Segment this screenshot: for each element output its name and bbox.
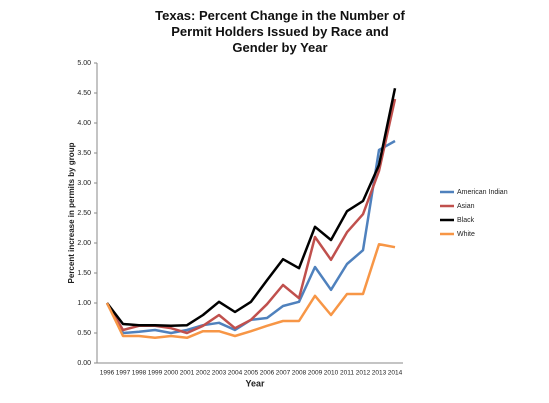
x-tick-label: 2009 xyxy=(308,370,323,377)
x-tick-label: 1998 xyxy=(132,370,147,377)
x-tick-label: 1997 xyxy=(116,370,131,377)
y-axis-label: Percent increase in permits by group xyxy=(67,142,76,283)
legend-label: Asian xyxy=(457,203,475,210)
legend-label: White xyxy=(457,231,475,238)
x-tick-label: 2008 xyxy=(292,370,307,377)
series-line xyxy=(105,242,396,340)
y-tick-label: 3.00 xyxy=(77,180,91,187)
x-tick-label: 1996 xyxy=(100,370,115,377)
x-tick-label: 2007 xyxy=(276,370,291,377)
legend-label: Black xyxy=(457,217,475,224)
y-tick-label: 4.50 xyxy=(77,90,91,97)
series-line xyxy=(105,139,396,335)
y-tick-label: 1.50 xyxy=(77,270,91,277)
y-tick-label: 4.00 xyxy=(77,120,91,127)
x-tick-label: 2011 xyxy=(340,370,354,377)
x-tick-label: 2004 xyxy=(228,370,243,377)
x-tick-label: 2013 xyxy=(372,370,387,377)
y-tick-label: 3.50 xyxy=(77,150,91,157)
x-tick-label: 2014 xyxy=(388,370,403,377)
y-tick-label: 0.00 xyxy=(77,360,91,367)
x-tick-label: 2001 xyxy=(180,370,195,377)
y-tick-label: 1.00 xyxy=(77,300,91,307)
x-tick-label: 2003 xyxy=(212,370,227,377)
x-tick-label: 2012 xyxy=(356,370,371,377)
legend-label: American Indian xyxy=(457,189,508,196)
x-tick-label: 2000 xyxy=(164,370,179,377)
x-axis-label: Year xyxy=(245,378,265,388)
series-line xyxy=(105,98,397,335)
series-line xyxy=(106,87,397,328)
x-tick-label: 2010 xyxy=(324,370,339,377)
y-tick-label: 2.00 xyxy=(77,240,91,247)
x-tick-label: 2006 xyxy=(260,370,275,377)
y-tick-label: 0.50 xyxy=(77,330,91,337)
x-tick-label: 2005 xyxy=(244,370,259,377)
y-tick-label: 2.50 xyxy=(77,210,91,217)
y-tick-label: 5.00 xyxy=(77,60,91,67)
chart-title: Texas: Percent Change in the Number of P… xyxy=(155,8,405,55)
x-tick-label: 1999 xyxy=(148,370,163,377)
x-tick-label: 2002 xyxy=(196,370,211,377)
